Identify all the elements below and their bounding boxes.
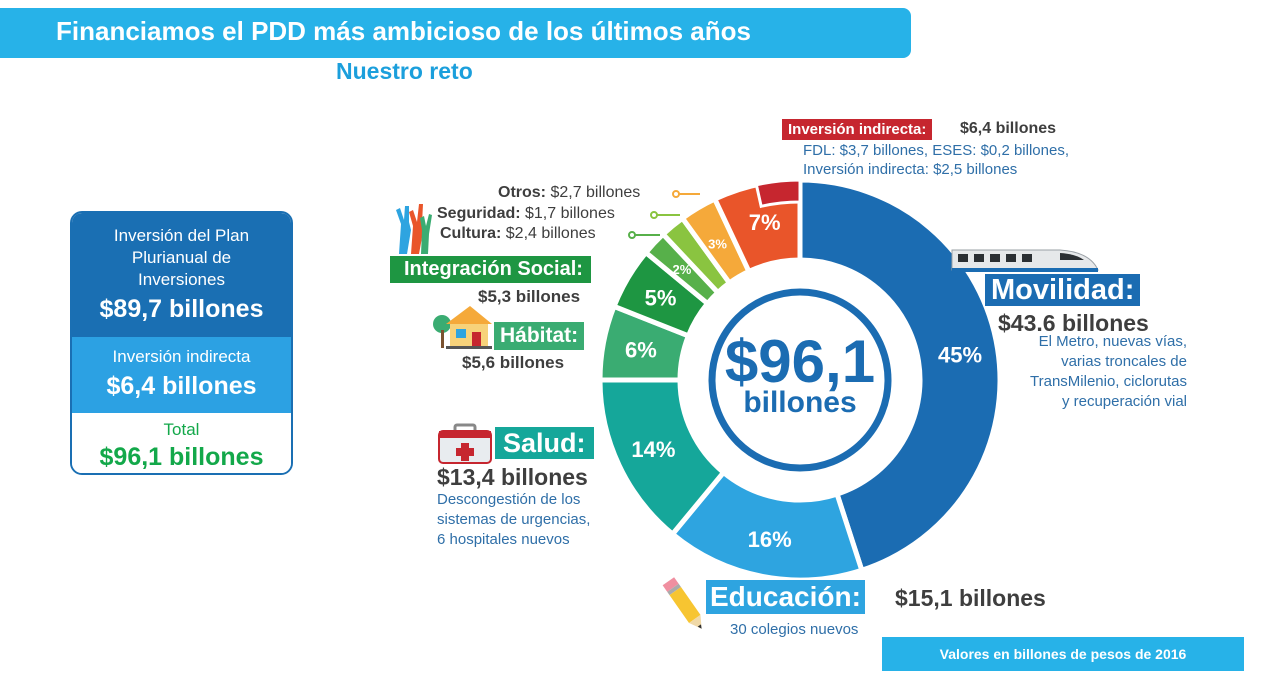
indirect-value: $6,4 billones <box>106 372 257 400</box>
plan-section: Inversión del Plan Plurianual de Inversi… <box>72 213 291 337</box>
investment-summary-box: Inversión del Plan Plurianual de Inversi… <box>70 211 293 475</box>
page-title: Financiamos el PDD más ambicioso de los … <box>56 16 751 46</box>
pct-label: 6% <box>625 338 657 363</box>
indirecta-tag-bg: Inversión indirecta: <box>782 119 933 140</box>
title-banner <box>0 8 911 58</box>
pencil-icon <box>662 577 702 629</box>
habitat-tag-bg: Hábitat: <box>494 322 585 350</box>
educacion-note: 30 colegios nuevos <box>730 621 859 638</box>
pct-label: 14% <box>631 437 675 462</box>
movilidad-note-1: El Metro, nuevas vías, <box>1038 333 1187 350</box>
budget-donut-chart: 45% 16% 14% 6% 5% 2% 3% 7% $96,1 billones <box>597 177 1003 583</box>
integracion-value: $5,3 billones <box>478 287 581 306</box>
otros-value: $2,7 billones <box>546 184 641 201</box>
salud-tag-bg: Salud: <box>495 427 594 459</box>
otros-name: Otros: <box>498 184 546 201</box>
pct-label: 7% <box>749 210 781 235</box>
integracion-tag: Integración Social: <box>404 258 583 280</box>
house-icon <box>433 306 492 349</box>
salud-tag: Salud: <box>503 428 586 458</box>
leader-lines <box>628 190 700 239</box>
pct-label: 5% <box>645 286 677 311</box>
total-label: Total <box>163 420 200 439</box>
center-unit: billones <box>743 386 856 419</box>
cultura-label: Cultura: $2,4 billones <box>440 225 596 243</box>
center-amount: $96,1 <box>725 328 875 395</box>
seguridad-label: Seguridad: $1,7 billones <box>437 205 615 223</box>
movilidad-note-2: varias troncales de <box>1061 353 1187 370</box>
pct-label: 3% <box>708 237 727 252</box>
cultura-name: Cultura: <box>440 225 502 242</box>
seguridad-name: Seguridad: <box>437 205 521 222</box>
educacion-tag: Educación: <box>710 581 861 612</box>
total-value: $96,1 billones <box>99 443 264 471</box>
indirect-label: Inversión indirecta <box>112 347 251 366</box>
hands-icon <box>396 204 432 254</box>
movilidad-tag: Movilidad: <box>991 274 1135 306</box>
seguridad-value: $1,7 billones <box>520 205 615 222</box>
salud-value: $13,4 billones <box>437 464 588 490</box>
habitat-value: $5,6 billones <box>462 353 565 372</box>
movilidad-value: $43.6 billones <box>998 310 1149 336</box>
center-ring <box>708 288 892 472</box>
indirecta-note-2: Inversión indirecta: $2,5 billones <box>803 161 1018 178</box>
salud-note-2: sistemas de urgencias, <box>437 511 591 528</box>
pct-label: 2% <box>673 262 692 277</box>
movilidad-note-4: y recuperación vial <box>1061 393 1187 410</box>
educacion-tag-bg: Educación: <box>706 580 865 614</box>
cultura-value: $2,4 billones <box>501 225 596 242</box>
indirecta-tag: Inversión indirecta: <box>788 121 927 138</box>
integracion-tag-bg: Integración Social: <box>390 256 591 283</box>
train-icon <box>951 249 1099 272</box>
medical-kit-icon <box>438 423 492 464</box>
otros-label: Otros: $2,7 billones <box>498 184 640 202</box>
movilidad-note-3: TransMilenio, ciclorutas <box>1030 373 1187 390</box>
indirecta-note-1: FDL: $3,7 billones, ESES: $0,2 billones, <box>803 142 1069 159</box>
seguridad-leader-dot <box>650 211 658 219</box>
indirecta-value: $6,4 billones <box>960 120 1057 137</box>
page-subtitle: Nuestro reto <box>336 58 473 84</box>
pct-label: 16% <box>748 527 792 552</box>
total-section: Total $96,1 billones <box>72 413 291 473</box>
habitat-tag: Hábitat: <box>500 324 579 347</box>
salud-note-1: Descongestión de los <box>437 491 581 508</box>
footer-note: Valores en billones de pesos de 2016 <box>882 637 1244 671</box>
educacion-value: $15,1 billones <box>895 585 1046 611</box>
movilidad-tag-bg: Movilidad: <box>985 274 1141 306</box>
indirect-section: Inversión indirecta $6,4 billones <box>72 337 291 413</box>
slice-inversion-indirecta-split <box>754 178 802 209</box>
plan-value: $89,7 billones <box>99 295 264 323</box>
plan-label: Inversión del Plan Plurianual de Inversi… <box>113 226 250 289</box>
salud-note-3: 6 hospitales nuevos <box>437 531 570 548</box>
cultura-leader-dot <box>628 231 636 239</box>
pct-label: 45% <box>938 343 982 368</box>
otros-leader-dot <box>672 190 680 198</box>
